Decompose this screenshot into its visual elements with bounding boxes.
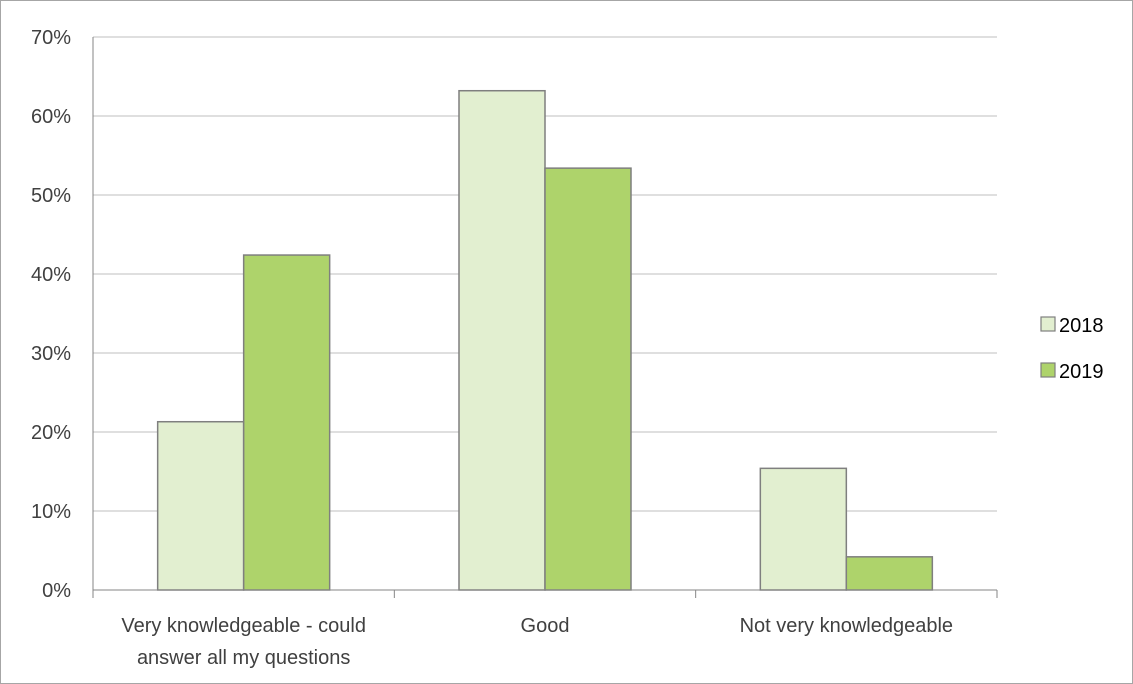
y-tick-label: 40% — [31, 264, 71, 286]
legend-label: 2019 — [1059, 361, 1104, 383]
x-axis-labels: Very knowledgeable - could answer all my … — [121, 615, 953, 669]
x-category-label: answer all my questions — [137, 647, 350, 669]
bar-2019-1 — [544, 167, 632, 591]
y-tick-label: 50% — [31, 185, 71, 207]
y-axis-ticks: 0% 10% 20% 30% 40% 50% 60% 70% — [31, 27, 71, 602]
y-tick-label: 0% — [42, 580, 71, 602]
legend-label: 2018 — [1059, 315, 1104, 337]
legend-swatch-2019 — [1040, 362, 1056, 378]
x-category-label: Very knowledgeable - could — [121, 615, 366, 637]
legend: 2018 2019 — [1040, 315, 1104, 383]
bar-2018-1 — [458, 89, 546, 591]
y-tick-label: 20% — [31, 422, 71, 444]
y-tick-label: 60% — [31, 106, 71, 128]
legend-swatch-2018 — [1040, 316, 1056, 332]
bars — [156, 89, 934, 591]
bar-2019-0 — [242, 254, 331, 591]
y-tick-label: 30% — [31, 343, 71, 365]
x-category-label: Not very knowledgeable — [740, 615, 953, 637]
x-category-label: Good — [521, 615, 570, 637]
bar-2019-2 — [845, 556, 934, 591]
y-tick-label: 10% — [31, 501, 71, 523]
x-axis — [92, 37, 998, 598]
bar-2018-0 — [156, 420, 245, 591]
bar-2018-2 — [759, 467, 848, 591]
y-tick-label: 70% — [31, 27, 71, 49]
